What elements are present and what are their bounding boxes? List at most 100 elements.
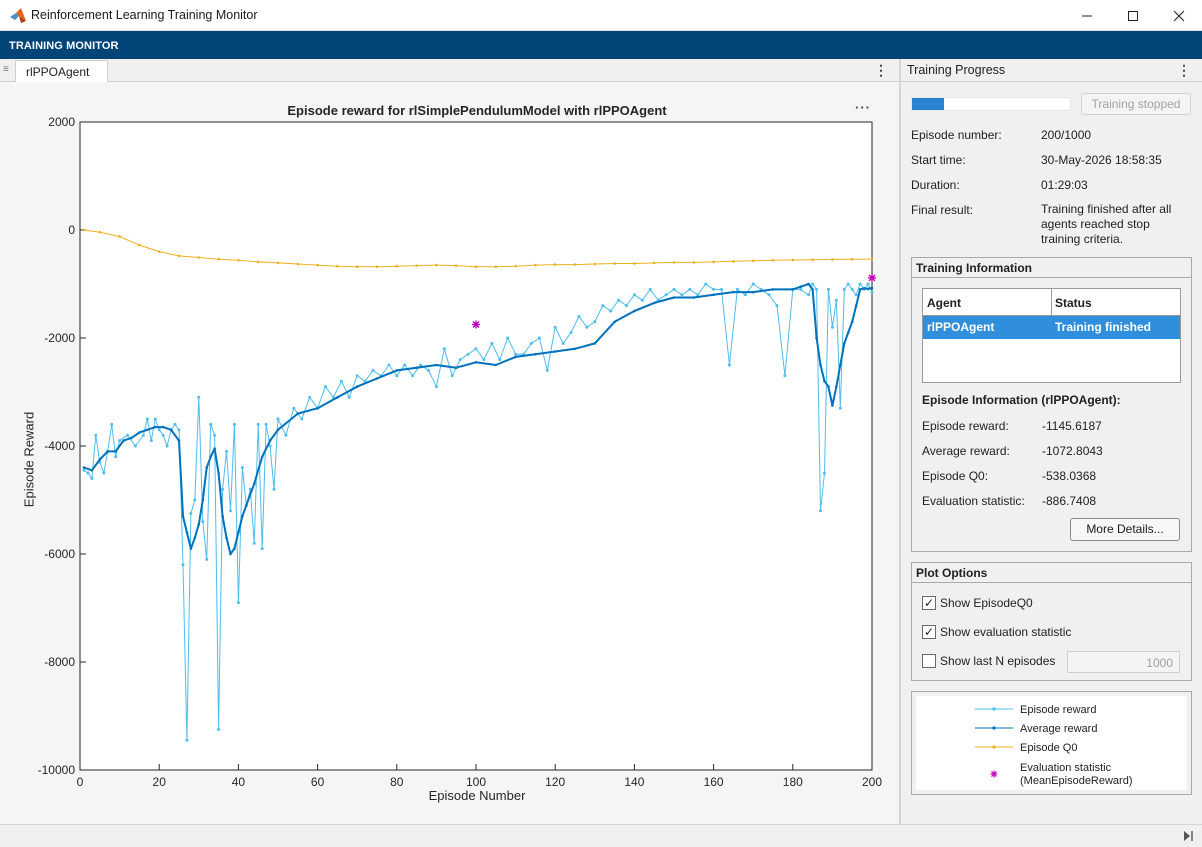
point-episode-reward — [617, 298, 621, 302]
collapse-panel-icon[interactable] — [1182, 829, 1194, 843]
point-average-reward — [811, 288, 814, 291]
point-episode-reward — [577, 314, 581, 318]
toolstrip-band: TRAINING MONITOR — [0, 31, 1202, 59]
more-details-button[interactable]: More Details... — [1070, 518, 1180, 541]
panel-options-icon[interactable]: ⋮ — [1177, 62, 1191, 78]
point-average-reward — [454, 366, 458, 370]
tab-options-icon[interactable]: ⋮ — [874, 62, 888, 78]
close-button[interactable] — [1156, 0, 1202, 31]
point-episode-reward — [838, 406, 842, 410]
point-episode-reward — [256, 422, 260, 426]
point-average-reward — [395, 369, 399, 372]
training-progress-title: Training Progress — [907, 63, 1006, 77]
point-episode-reward — [193, 498, 197, 502]
column-header-status[interactable]: Status — [1055, 296, 1092, 310]
point-average-reward — [260, 455, 264, 459]
point-episode-reward — [236, 601, 240, 605]
column-header-agent[interactable]: Agent — [927, 296, 961, 310]
point-average-reward — [233, 547, 236, 550]
point-episode-reward — [783, 374, 787, 378]
point-average-reward — [870, 286, 874, 290]
point-average-reward — [316, 406, 319, 410]
point-average-reward — [823, 379, 826, 383]
legend-label: Episode reward — [1020, 704, 1097, 716]
point-episode-reward — [126, 433, 130, 437]
point-episode-reward — [537, 336, 541, 340]
point-average-reward — [138, 431, 141, 434]
minimize-button[interactable] — [1064, 0, 1110, 31]
point-episode-reward — [854, 293, 858, 297]
point-episode-reward — [284, 433, 288, 437]
show-evaluation-checkbox[interactable]: ✓ — [922, 625, 936, 639]
point-average-reward — [415, 366, 418, 370]
table-row[interactable]: rlPPOAgent Training finished — [923, 316, 1180, 339]
point-episode-reward — [225, 449, 229, 453]
point-average-reward — [225, 536, 228, 540]
point-average-reward — [633, 309, 636, 313]
matlab-logo-icon — [10, 8, 26, 23]
legend-label: Average reward — [1020, 723, 1098, 735]
point-average-reward — [474, 361, 478, 364]
point-average-reward — [169, 428, 173, 432]
agent-table: Agent Status rlPPOAgent Training finishe… — [922, 288, 1181, 383]
more-options-icon[interactable]: ··· — [855, 100, 871, 115]
point-episode-q0 — [732, 260, 735, 263]
point-episode-reward — [846, 282, 850, 286]
point-average-reward — [842, 342, 846, 345]
point-episode-q0 — [157, 250, 161, 253]
point-average-reward — [90, 469, 94, 472]
point-episode-reward — [458, 358, 462, 362]
point-episode-reward — [850, 287, 854, 291]
point-average-reward — [245, 504, 248, 507]
point-episode-reward — [276, 417, 280, 421]
point-episode-reward — [704, 282, 708, 286]
episode-information-title: Episode Information (rlPPOAgent): — [922, 393, 1121, 407]
average-reward-label: Average reward: — [922, 444, 1010, 458]
drag-handle-icon[interactable]: ≡ — [3, 64, 9, 75]
point-episode-q0 — [831, 258, 834, 261]
point-average-reward — [791, 288, 795, 291]
show-evaluation-label: Show evaluation statistic — [940, 625, 1072, 639]
point-average-reward — [672, 296, 676, 299]
point-average-reward — [835, 385, 838, 388]
toolstrip-tab-training-monitor[interactable]: TRAINING MONITOR — [9, 40, 119, 52]
point-episode-reward — [232, 422, 236, 426]
point-average-reward — [850, 320, 854, 324]
point-episode-q0 — [850, 257, 854, 261]
point-episode-reward — [260, 547, 264, 551]
point-average-reward — [213, 447, 216, 451]
point-average-reward — [534, 352, 537, 356]
point-episode-reward — [609, 309, 613, 313]
point-average-reward — [732, 290, 735, 294]
point-episode-reward — [102, 471, 106, 475]
show-episodeq0-checkbox[interactable]: ✓ — [922, 596, 936, 610]
x-tick-label: 100 — [466, 775, 486, 789]
point-episode-reward — [815, 287, 819, 291]
agent-cell: rlPPOAgent — [927, 320, 995, 334]
point-episode-q0 — [870, 257, 874, 261]
point-episode-reward — [177, 428, 181, 432]
point-evaluation-statistic — [868, 273, 876, 282]
point-episode-q0 — [177, 254, 181, 258]
x-tick-label: 120 — [545, 775, 565, 789]
progress-bar — [911, 97, 1071, 111]
point-episode-reward — [118, 439, 122, 443]
point-episode-reward — [185, 738, 189, 742]
point-episode-reward — [347, 395, 351, 399]
tab-rlppoagent[interactable]: rlPPOAgent — [15, 60, 108, 82]
point-episode-q0 — [375, 265, 379, 269]
maximize-button[interactable] — [1110, 0, 1156, 31]
point-episode-reward — [149, 439, 153, 443]
point-episode-reward — [434, 385, 438, 389]
training-stopped-button[interactable]: Training stopped — [1081, 93, 1191, 115]
episode-reward-chart[interactable]: 0 20 40 60 80 100 120 140 160 180 200 -10000 -8000 -6… — [0, 82, 899, 824]
point-episode-reward — [870, 290, 874, 294]
training-progress-panel: Training Progress ⋮ Training stopped Epi… — [901, 59, 1202, 824]
point-episode-reward — [197, 395, 201, 399]
point-episode-reward — [842, 287, 846, 291]
last-n-episodes-field[interactable]: 1000 — [1067, 651, 1180, 673]
point-average-reward — [82, 466, 86, 469]
show-last-n-checkbox[interactable] — [922, 654, 936, 668]
point-episode-reward — [145, 417, 149, 421]
panel-divider[interactable] — [899, 59, 901, 847]
